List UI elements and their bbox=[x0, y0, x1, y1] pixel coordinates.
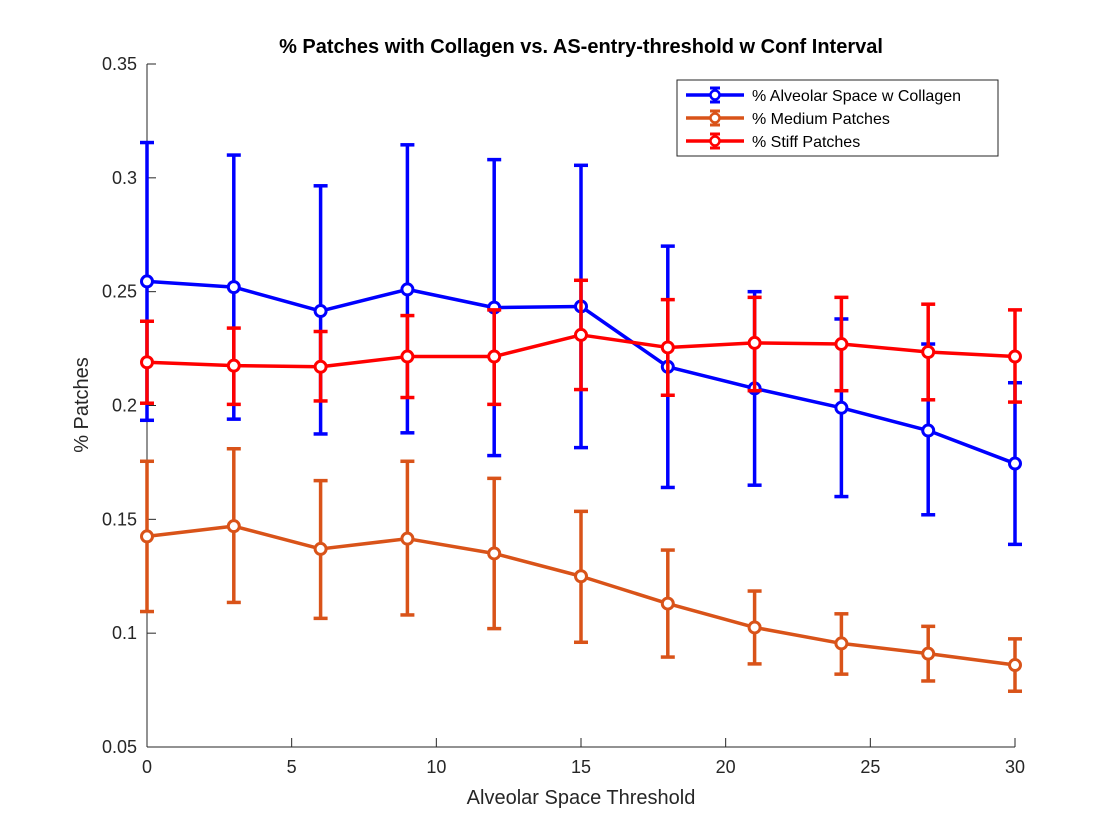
data-point bbox=[1008, 658, 1022, 673]
chart-title: % Patches with Collagen vs. AS-entry-thr… bbox=[279, 36, 883, 58]
legend-label: % Stiff Patches bbox=[752, 134, 860, 151]
x-ticks: 0 5 10 15 20 25 30 bbox=[142, 738, 1025, 777]
y-tick-label: 0.3 bbox=[112, 168, 137, 188]
legend-entry-pct-alveolar-space-w-collagen: % Alveolar Space w Collagen bbox=[686, 86, 961, 105]
data-point bbox=[660, 596, 675, 611]
y-tick-label: 0.25 bbox=[102, 282, 137, 302]
data-point bbox=[487, 349, 502, 364]
legend-entry-pct-medium-patches: % Medium Patches bbox=[686, 109, 890, 128]
data-point bbox=[226, 519, 241, 534]
legend-swatch-marker bbox=[709, 135, 721, 147]
series-layer bbox=[140, 140, 1022, 693]
y-tick-label: 0.1 bbox=[112, 623, 137, 643]
data-point bbox=[226, 280, 241, 295]
y-tick-label: 0.05 bbox=[102, 737, 137, 757]
y-tick-label: 0.35 bbox=[102, 54, 137, 74]
data-point bbox=[140, 529, 154, 544]
data-point bbox=[140, 355, 154, 370]
data-point bbox=[487, 546, 502, 561]
data-point bbox=[921, 344, 936, 359]
x-tick-label: 15 bbox=[571, 757, 591, 777]
data-point bbox=[834, 337, 849, 352]
y-axis-title: % Patches bbox=[71, 357, 93, 453]
x-tick-label: 20 bbox=[716, 757, 736, 777]
x-tick-label: 0 bbox=[142, 757, 152, 777]
y-ticks: 0.05 0.1 0.15 0.2 0.25 0.3 0.35 bbox=[102, 54, 156, 757]
y-tick-label: 0.15 bbox=[102, 509, 137, 529]
data-point bbox=[400, 349, 415, 364]
data-point bbox=[834, 400, 849, 415]
x-tick-label: 25 bbox=[860, 757, 880, 777]
data-point bbox=[313, 541, 328, 556]
data-point bbox=[140, 274, 154, 289]
data-point bbox=[921, 646, 936, 661]
legend-swatch-marker bbox=[709, 89, 721, 101]
series-pct-stiff-patches bbox=[140, 278, 1022, 407]
legend-entry-pct-stiff-patches: % Stiff Patches bbox=[686, 132, 860, 151]
data-point bbox=[400, 531, 415, 546]
data-point bbox=[574, 569, 588, 584]
data-point bbox=[574, 327, 588, 342]
legend-swatch-marker bbox=[709, 112, 721, 124]
data-point bbox=[834, 636, 849, 651]
legend-entries: % Alveolar Space w Collagen % Medium Patc… bbox=[686, 86, 961, 151]
x-tick-label: 10 bbox=[426, 757, 446, 777]
data-point bbox=[400, 282, 415, 297]
data-point bbox=[1008, 349, 1022, 364]
series-pct-medium-patches bbox=[140, 447, 1022, 693]
data-point bbox=[226, 358, 241, 373]
x-tick-label: 5 bbox=[287, 757, 297, 777]
data-point bbox=[660, 340, 675, 355]
data-point bbox=[313, 359, 328, 374]
data-point bbox=[747, 335, 762, 350]
data-point bbox=[313, 304, 328, 319]
x-tick-label: 30 bbox=[1005, 757, 1025, 777]
data-point bbox=[747, 620, 762, 635]
data-point bbox=[921, 423, 936, 438]
legend-label: % Alveolar Space w Collagen bbox=[752, 88, 961, 105]
y-tick-label: 0.2 bbox=[112, 396, 137, 416]
x-axis-title: Alveolar Space Threshold bbox=[467, 787, 696, 809]
legend: % Alveolar Space w Collagen % Medium Patc… bbox=[676, 79, 999, 157]
legend-label: % Medium Patches bbox=[752, 111, 890, 128]
data-point bbox=[1008, 456, 1022, 471]
